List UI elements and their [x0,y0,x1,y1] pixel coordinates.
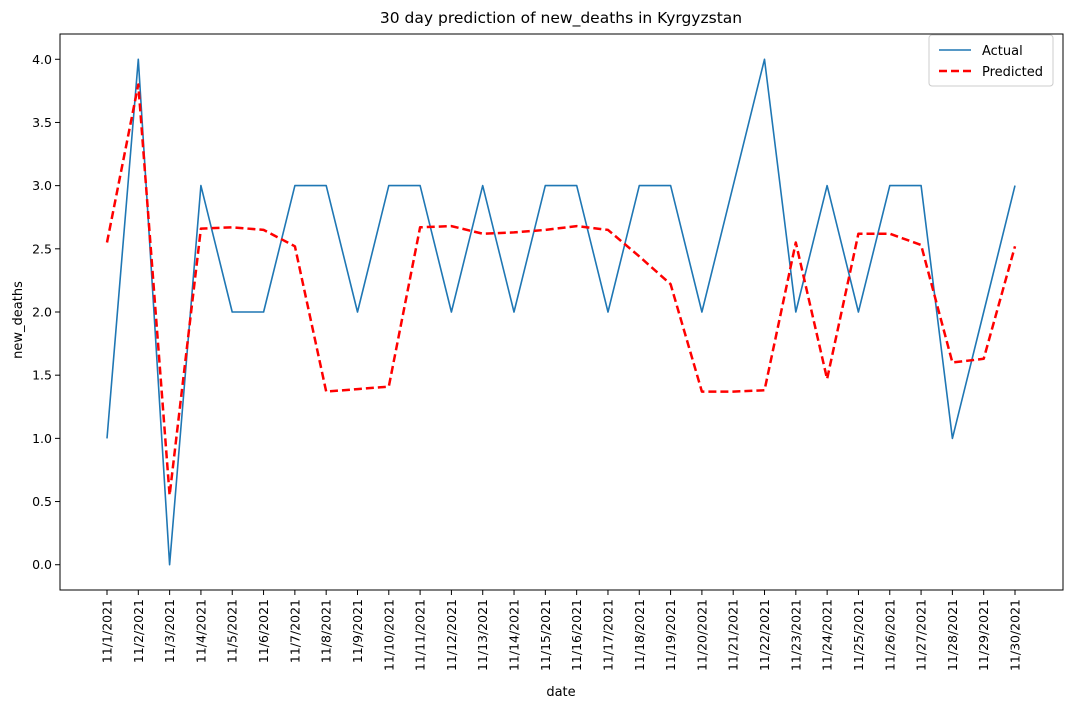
x-tick-label: 11/8/2021 [319,599,334,663]
y-tick-label: 2.0 [32,305,52,320]
y-axis-label: new_deaths [11,281,26,359]
x-tick-label: 11/30/2021 [1008,599,1023,671]
x-tick-label: 11/16/2021 [569,599,584,671]
x-tick-label: 11/28/2021 [945,599,960,671]
x-tick-label: 11/18/2021 [632,599,647,671]
x-tick-label: 11/5/2021 [225,599,240,663]
x-tick-label: 11/4/2021 [193,599,208,663]
y-tick-label: 1.0 [32,431,52,446]
x-tick-label: 11/10/2021 [381,599,396,671]
x-tick-label: 11/25/2021 [851,599,866,671]
x-tick-label: 11/6/2021 [256,599,271,663]
chart-title: 30 day prediction of new_deaths in Kyrgy… [380,9,742,28]
x-tick-label: 11/15/2021 [538,599,553,671]
y-tick-label: 4.0 [32,52,52,67]
x-tick-label: 11/11/2021 [413,599,428,671]
y-tick-label: 3.5 [32,115,52,130]
x-tick-label: 11/27/2021 [914,599,929,671]
x-axis-label: date [546,685,575,700]
x-tick-label: 11/26/2021 [882,599,897,671]
x-tick-label: 11/7/2021 [287,599,302,663]
plot-area: 0.0 0.5 1.0 1.5 2.0 2.5 3.0 3.5 4.0 11/1/2021 11/2… [32,33,1064,671]
series-line-actual [106,58,1016,566]
x-tick-label: 11/23/2021 [788,599,803,671]
legend: Actual Predicted [928,34,1054,87]
x-tick-label: 11/13/2021 [475,599,490,671]
legend-label-actual: Actual [982,44,1023,59]
series-line-predicted [105,83,1017,497]
x-tick-label: 11/3/2021 [162,599,177,663]
plot-frame [59,33,1064,591]
x-tick-label: 11/29/2021 [976,599,991,671]
x-tick-label: 11/2/2021 [131,599,146,663]
legend-box [928,34,1054,87]
x-tick-label: 11/24/2021 [820,599,835,671]
x-tick-label: 11/20/2021 [694,599,709,671]
x-tick-label: 11/14/2021 [507,599,522,671]
y-tick-label: 1.5 [32,368,52,383]
x-tick-label: 11/21/2021 [726,599,741,671]
x-tick-label: 11/9/2021 [350,599,365,663]
y-tick-label: 0.0 [32,557,52,572]
legend-label-predicted: Predicted [982,65,1043,80]
x-tick-label: 11/12/2021 [444,599,459,671]
x-tick-label: 11/17/2021 [600,599,615,671]
x-tick-label: 11/1/2021 [100,599,115,663]
x-tick-label: 11/19/2021 [663,599,678,671]
y-tick-label: 3.0 [32,178,52,193]
y-tick-label: 0.5 [32,494,52,509]
y-tick-label: 2.5 [32,241,52,256]
x-tick-label: 11/22/2021 [757,599,772,671]
